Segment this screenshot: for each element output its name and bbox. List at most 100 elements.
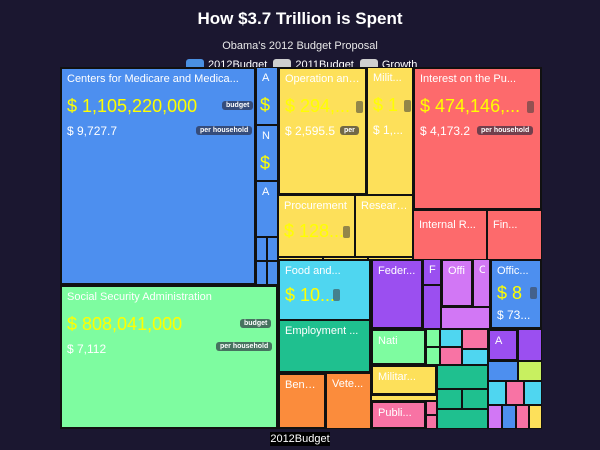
treemap-cell-small[interactable]: [502, 405, 516, 429]
treemap-cell-small[interactable]: [518, 329, 542, 361]
cell-name: Benefi...: [285, 379, 320, 391]
cell-per-household: $ 1,...: [373, 123, 404, 137]
page-subtitle: Obama's 2012 Budget Proposal: [222, 40, 378, 52]
cell-value: $ 294,...: [285, 96, 351, 116]
per-household-chip: per: [340, 126, 359, 135]
treemap-cell-small[interactable]: [518, 361, 542, 381]
cell-name: Internal R...: [419, 219, 476, 231]
cell-name: A: [262, 72, 270, 84]
cell-name: O: [479, 264, 485, 276]
cell-name: A: [262, 186, 270, 198]
per-household-chip: per household: [216, 342, 273, 351]
cell-per-household: $ 7,112: [67, 342, 107, 356]
treemap-cell-a2[interactable]: A: [256, 181, 278, 237]
cell-name: F: [429, 264, 436, 276]
cell-name: Food and...: [285, 265, 341, 277]
cell-name: Militar...: [378, 371, 416, 383]
cell-name: Offi: [448, 265, 465, 277]
treemap-cell-small[interactable]: [371, 395, 437, 401]
cell-per-household: $ 73...: [497, 308, 531, 322]
cell-name: Employment ...: [285, 325, 359, 337]
treemap-cell-small[interactable]: [426, 401, 437, 415]
treemap-cell-small[interactable]: [437, 409, 488, 429]
treemap-cell-small[interactable]: [488, 361, 518, 381]
cell-name: A: [495, 335, 503, 347]
treemap-cell-small[interactable]: [506, 381, 524, 405]
treemap-cell-small[interactable]: [441, 307, 490, 329]
treemap-cell-f1[interactable]: F: [423, 259, 441, 285]
treemap-cell-research[interactable]: Researc...: [355, 195, 413, 257]
treemap-cell-small[interactable]: [426, 329, 440, 347]
treemap-cell-ssa[interactable]: Social Security Administration $ 808,041…: [60, 285, 278, 429]
cell-name: Publi...: [378, 407, 412, 419]
treemap-cell-small[interactable]: [423, 285, 441, 329]
cell-name: Centers for Medicare and Medica...: [67, 73, 239, 85]
treemap-cell-nati[interactable]: Nati: [371, 329, 426, 365]
cell-name: Milit...: [373, 72, 402, 84]
cell-name: Procurement: [284, 200, 347, 212]
chip-stub: [530, 287, 537, 299]
cell-name: Operation and...: [285, 73, 361, 85]
treemap-cell-fin[interactable]: Fin...: [487, 210, 542, 260]
cell-name: Feder...: [378, 265, 416, 277]
cell-per-household: $ 9,727.7: [67, 124, 118, 138]
treemap-cell-vete[interactable]: Vete...: [326, 373, 371, 429]
chip-stub: [404, 100, 411, 112]
treemap-cell-small[interactable]: [256, 237, 267, 261]
cell-per-household: $ 4,173.2: [420, 124, 471, 138]
treemap-cell-food[interactable]: Food and... $ 10...: [278, 259, 371, 321]
treemap-cell-small[interactable]: [529, 405, 542, 429]
treemap-cell-small[interactable]: [267, 261, 278, 285]
treemap-cell-small[interactable]: [524, 381, 542, 405]
treemap-cell-small[interactable]: [256, 261, 267, 285]
treemap-cell-small[interactable]: [440, 329, 462, 347]
treemap-cell-small[interactable]: [516, 405, 529, 429]
treemap-cell-publi[interactable]: Publi...: [371, 401, 426, 429]
treemap-cell-small[interactable]: [488, 381, 506, 405]
treemap-cell-employment[interactable]: Employment ...: [278, 319, 371, 373]
treemap-cell-small[interactable]: [426, 415, 437, 429]
treemap-cell-small[interactable]: [462, 349, 488, 365]
cell-name: Vete...: [332, 378, 364, 390]
treemap-cell-interest[interactable]: Interest on the Pu... $ 474,146,... $ 4,…: [413, 67, 542, 210]
treemap-cell-small[interactable]: [462, 329, 488, 349]
treemap-cell-procurement[interactable]: Procurement $ 128...: [278, 195, 355, 257]
treemap-cell-federal[interactable]: Feder...: [371, 259, 423, 329]
treemap-cell-offi[interactable]: Offi: [441, 259, 473, 307]
cell-value: $ 8: [497, 283, 523, 303]
cell-value: $ 1,105,220,000: [67, 96, 198, 116]
cell-value: $: [260, 153, 271, 173]
cell-name: Offic...: [497, 265, 529, 277]
cell-name: Nati: [378, 335, 398, 347]
treemap-cell-militar[interactable]: Militar...: [371, 365, 437, 395]
cell-value: $ 474,146,...: [420, 96, 521, 116]
cell-per-household: $ 2,595.5: [285, 124, 336, 138]
treemap-cell-military[interactable]: Milit... $ 1 $ 1,...: [367, 67, 413, 195]
treemap-cell-small[interactable]: [426, 347, 440, 365]
treemap-cell-small[interactable]: [437, 365, 488, 389]
treemap-cell-a1[interactable]: A $: [256, 67, 278, 125]
cell-value: $: [260, 95, 271, 115]
page-title: How $3.7 Trillion is Spent: [197, 9, 403, 28]
cell-value: $ 10...: [285, 285, 336, 305]
treemap-cell-small[interactable]: [488, 405, 502, 429]
chip-stub: [356, 101, 363, 113]
treemap-cell-n1[interactable]: N $: [256, 125, 278, 181]
cell-name: Fin...: [493, 219, 518, 231]
treemap-cell-small[interactable]: [267, 237, 278, 261]
treemap-cell-benefi[interactable]: Benefi...: [278, 373, 326, 429]
treemap-cell-office[interactable]: Offic... $ 8 $ 73...: [490, 259, 542, 329]
budget-chip: budget: [222, 101, 254, 110]
treemap-cell-operation[interactable]: Operation and... $ 294,... $ 2,595.5 per: [278, 67, 367, 195]
per-household-chip: per household: [196, 126, 253, 135]
treemap-cell-medicare[interactable]: Centers for Medicare and Medica... $ 1,1…: [60, 67, 256, 285]
chip-stub: [333, 289, 340, 301]
treemap-cell-a3[interactable]: A: [488, 329, 518, 361]
cell-name: Researc...: [361, 200, 408, 212]
treemap-cell-small[interactable]: [462, 389, 488, 409]
treemap-cell-small[interactable]: [437, 389, 462, 409]
treemap-cell-o1[interactable]: O: [473, 259, 490, 307]
treemap-cell-small[interactable]: [278, 285, 280, 287]
cell-name: Interest on the Pu...: [420, 73, 517, 85]
treemap-cell-small[interactable]: [440, 347, 462, 365]
